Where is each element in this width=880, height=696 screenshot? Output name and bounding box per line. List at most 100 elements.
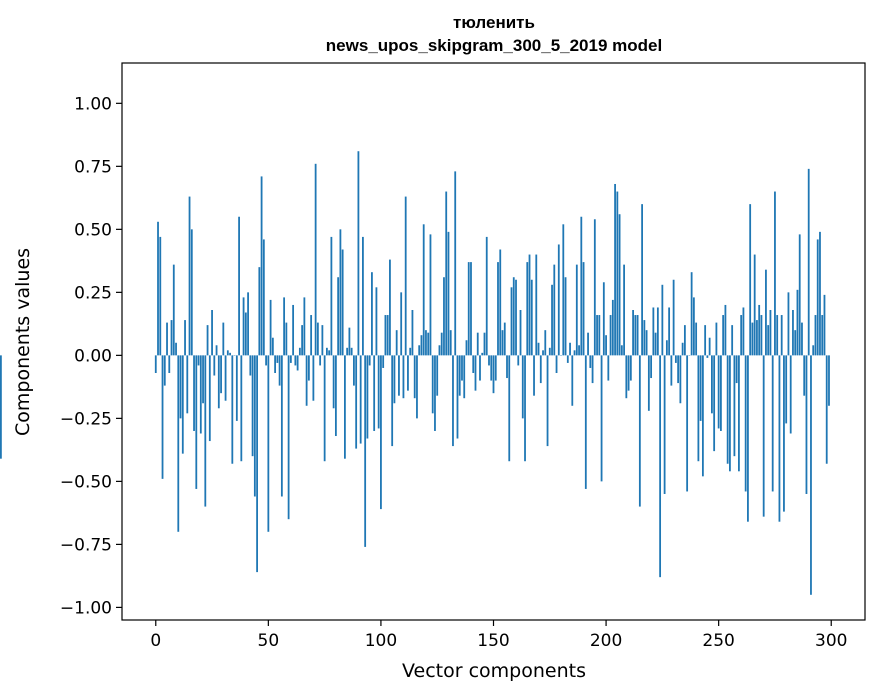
bar [789,355,792,434]
bar [199,355,202,434]
bar [699,355,702,421]
y-axis-label: Components values [12,248,34,436]
bar [708,337,711,356]
y-tick-label: −0.25 [60,409,112,429]
bar [195,355,198,489]
bar [638,355,641,507]
bar [548,347,551,356]
bar [220,355,222,394]
bar [593,219,596,356]
bar [706,355,709,358]
bar [659,355,662,578]
bar [616,191,619,356]
bar [535,254,538,356]
bar [202,355,204,404]
bar [179,355,182,419]
bar [683,325,686,356]
bar [506,355,508,379]
bar [521,355,524,419]
bar [249,355,252,376]
bar [690,272,693,356]
bar [274,355,276,373]
bar [161,355,164,479]
bar [643,320,646,356]
bar [229,352,231,356]
bar [325,347,328,356]
bar [672,279,675,356]
bar [271,337,274,356]
bar [780,315,783,356]
bar [332,355,335,409]
bar [285,322,288,356]
y-tick-label: 0.75 [74,157,112,177]
bar [692,297,695,356]
bar [215,345,218,356]
bar [794,330,797,356]
bar [618,214,621,356]
bar [569,342,571,356]
bar [670,355,673,386]
bar [154,355,157,373]
bar [418,345,421,356]
bar [393,355,396,404]
bar [589,355,592,368]
bars-group [0,151,830,595]
bar [645,330,648,356]
bar [344,355,346,459]
bar [701,355,704,477]
bar [812,345,815,356]
bar [488,355,490,366]
y-tick-label: −0.75 [60,535,112,555]
bar [751,322,754,356]
bar [765,269,767,356]
bar [573,350,576,356]
bar [190,229,193,356]
bar [807,168,810,356]
bar [172,264,175,356]
bar [544,330,547,356]
bar [287,355,290,520]
bar [557,244,560,356]
bar [756,320,758,356]
bar [319,355,322,366]
bar [339,229,342,356]
bar [733,355,736,457]
bar [652,307,655,356]
bar [553,264,556,356]
bar [251,355,254,457]
bar [614,183,616,356]
bar [715,322,718,356]
bar [278,355,281,386]
bar [256,355,258,573]
y-axis-ticks: 1.00 0.75 0.50 0.25 0.00 −0.25 −0.50 −0.75 −1.00 [60,94,122,618]
bar [661,284,664,356]
bar [404,196,407,356]
bar [362,236,364,356]
bar [665,340,668,356]
bar [674,355,677,363]
bar [636,315,639,356]
x-axis-label: Vector components [402,660,586,682]
chart-subtitle: news_upos_skipgram_300_5_2019 model [326,36,662,55]
bar [323,355,326,462]
bar [427,332,430,356]
bar [758,304,761,356]
bar [204,355,207,507]
x-tick-label: 0 [150,631,161,651]
y-tick-label: 1.00 [74,94,112,114]
bar [582,262,585,356]
bar [587,332,589,356]
bar [465,340,468,356]
bar [386,315,389,356]
bar [413,355,416,399]
bar [447,231,450,356]
bar [170,320,173,356]
bar [551,284,553,356]
bar [467,262,470,356]
bar [186,355,189,414]
bar [292,304,295,356]
bar [517,355,520,366]
bar [629,355,632,381]
bar [695,322,698,356]
bar [226,350,229,356]
